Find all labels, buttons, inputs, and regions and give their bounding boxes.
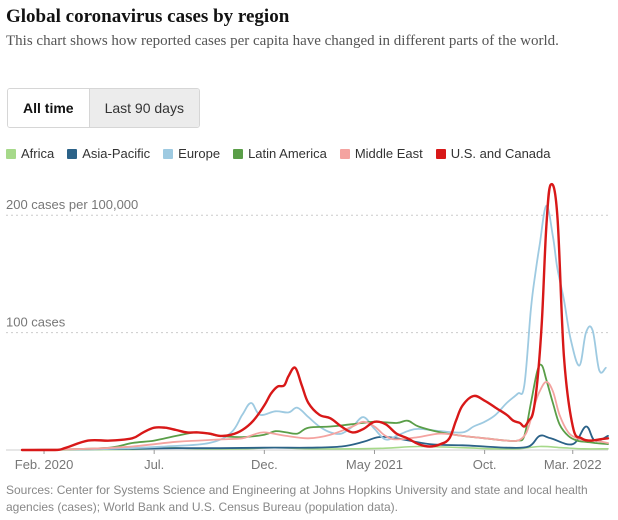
series-line-europe bbox=[21, 204, 607, 451]
last-90-days-button[interactable]: Last 90 days bbox=[88, 89, 199, 127]
x-tick-label: Feb. 2020 bbox=[15, 457, 74, 472]
legend-swatch bbox=[435, 148, 446, 159]
x-tick-label: Oct. bbox=[473, 457, 497, 472]
legend-item: U.S. and Canada bbox=[435, 146, 551, 161]
all-time-button[interactable]: All time bbox=[8, 89, 89, 127]
time-range-toggle: All time Last 90 days bbox=[7, 88, 200, 128]
legend-swatch bbox=[67, 148, 78, 159]
x-tick-label: May 2021 bbox=[346, 457, 403, 472]
series-line-asia-pacific bbox=[21, 425, 609, 451]
legend-item: Africa bbox=[6, 146, 54, 161]
x-tick-label: Jul. bbox=[144, 457, 164, 472]
legend-swatch bbox=[6, 148, 16, 159]
sources-note: Sources: Center for Systems Science and … bbox=[6, 483, 588, 514]
chart-title: Global coronavirus cases by region bbox=[6, 6, 290, 27]
chart-legend: Africa Asia-Pacific Europe Latin America Mid… bbox=[6, 146, 564, 161]
legend-item: Middle East bbox=[339, 146, 423, 161]
legend-item: Europe bbox=[163, 146, 220, 161]
legend-label: Africa bbox=[21, 146, 55, 161]
legend-item: Latin America bbox=[233, 146, 327, 161]
series-line-u-s-and-canada bbox=[20, 182, 610, 452]
legend-label: Latin America bbox=[248, 146, 327, 161]
legend-swatch bbox=[233, 148, 244, 159]
legend-label: Europe bbox=[178, 146, 221, 161]
legend-label: Middle East bbox=[354, 146, 423, 161]
legend-label: Asia-Pacific bbox=[82, 146, 151, 161]
legend-swatch bbox=[339, 148, 350, 159]
y-tick-label: 200 cases per 100,000 bbox=[6, 197, 138, 212]
series-line-middle-east bbox=[21, 381, 609, 451]
y-tick-label: 100 cases bbox=[6, 315, 66, 330]
legend-item: Asia-Pacific bbox=[67, 146, 150, 161]
chart-subtitle: This chart shows how reported cases per … bbox=[6, 33, 559, 49]
x-tick-label: Mar. 2022 bbox=[544, 457, 602, 472]
legend-label: U.S. and Canada bbox=[450, 146, 551, 161]
x-tick-label: Dec. bbox=[251, 457, 278, 472]
line-chart: 100 cases 200 cases per 100,000 Feb. 2020 J… bbox=[6, 182, 610, 472]
legend-swatch bbox=[163, 148, 174, 159]
